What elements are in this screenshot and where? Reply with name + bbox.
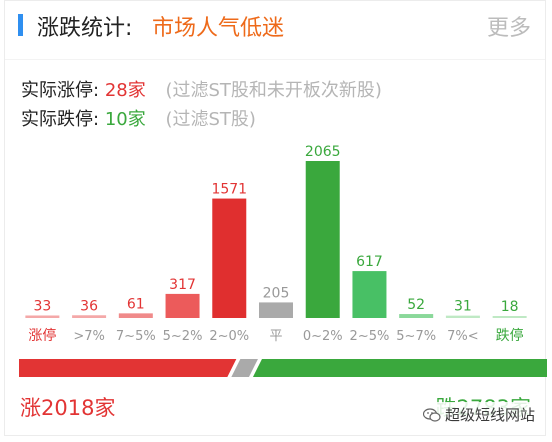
category-label: 跌停 <box>496 327 524 344</box>
bar-value-label: 61 <box>127 296 145 312</box>
sentiment-value: 市场人气低迷 <box>152 16 285 41</box>
bar-value-label: 33 <box>33 298 51 314</box>
bar-7 <box>352 271 387 318</box>
more-link[interactable]: 更多 <box>486 16 531 41</box>
limit-down-label: 实际跌停: <box>21 109 100 130</box>
flat-segment <box>231 359 258 377</box>
limit-down-line: 实际跌停: 10家 (过滤ST股) <box>21 105 256 131</box>
watermark: 超级短线网站 <box>418 402 539 427</box>
category-label: 5~7% <box>396 329 436 344</box>
bar-value-label: 18 <box>501 299 519 315</box>
wechat-icon <box>422 407 441 422</box>
bar-8 <box>399 314 434 318</box>
card-header: 涨跌统计: 市场人气低迷 更多 <box>5 1 545 51</box>
bar-10 <box>492 316 527 318</box>
limit-up-line: 实际涨停: 28家 (过滤ST股和未开板次新股) <box>21 76 382 102</box>
bar-4 <box>212 198 247 318</box>
limit-up-note: (过滤ST股和未开板次新股) <box>165 80 382 101</box>
category-label: 2~5% <box>350 329 390 344</box>
bar-value-label: 317 <box>169 277 196 293</box>
category-label: 7~5% <box>116 329 156 344</box>
bar-value-label: 2065 <box>305 144 341 160</box>
bar-value-label: 205 <box>263 285 290 301</box>
bar-value-label: 617 <box>356 254 383 270</box>
card-title: 涨跌统计: <box>37 16 133 41</box>
category-label: 0~2% <box>303 329 343 344</box>
accent-bar <box>18 14 23 36</box>
limit-up-label: 实际涨停: <box>21 80 100 101</box>
limit-down-note: (过滤ST股) <box>165 109 256 130</box>
down-segment <box>252 359 547 377</box>
bar-0 <box>25 315 60 318</box>
bar-2 <box>118 313 153 318</box>
limit-down-value: 10家 <box>104 109 146 130</box>
bar-value-label: 52 <box>407 297 425 313</box>
bar-6 <box>305 161 340 318</box>
bar-5 <box>259 302 293 318</box>
category-label: 平 <box>269 329 282 344</box>
category-label: 2~0% <box>209 329 249 344</box>
market-stats-card: 涨跌统计: 市场人气低迷 更多 实际涨停: 28家 (过滤ST股和未开板次新股)… <box>4 0 547 436</box>
bar-value-label: 31 <box>454 299 472 315</box>
bar-1 <box>72 315 107 318</box>
bar-value-label: 1571 <box>211 182 247 198</box>
distribution-bar-chart: 33 涨停 36 >7% 61 7~5% 317 5~2% 1571 2~0% 205 平 2065 0~… <box>25 144 527 344</box>
category-label: 涨停 <box>28 327 56 344</box>
category-label: 5~2% <box>163 329 203 344</box>
bar-value-label: 36 <box>80 298 98 314</box>
watermark-text: 超级短线网站 <box>444 406 535 424</box>
bar-3 <box>165 293 200 318</box>
category-label: >7% <box>73 329 105 344</box>
header-divider <box>5 59 545 60</box>
category-label: 7%< <box>447 329 479 344</box>
up-down-ratio-bar <box>19 359 547 377</box>
up-count-label: 涨2018家 <box>20 396 116 420</box>
bar-9 <box>445 315 480 318</box>
limit-up-value: 28家 <box>104 80 146 101</box>
up-segment <box>19 359 237 377</box>
